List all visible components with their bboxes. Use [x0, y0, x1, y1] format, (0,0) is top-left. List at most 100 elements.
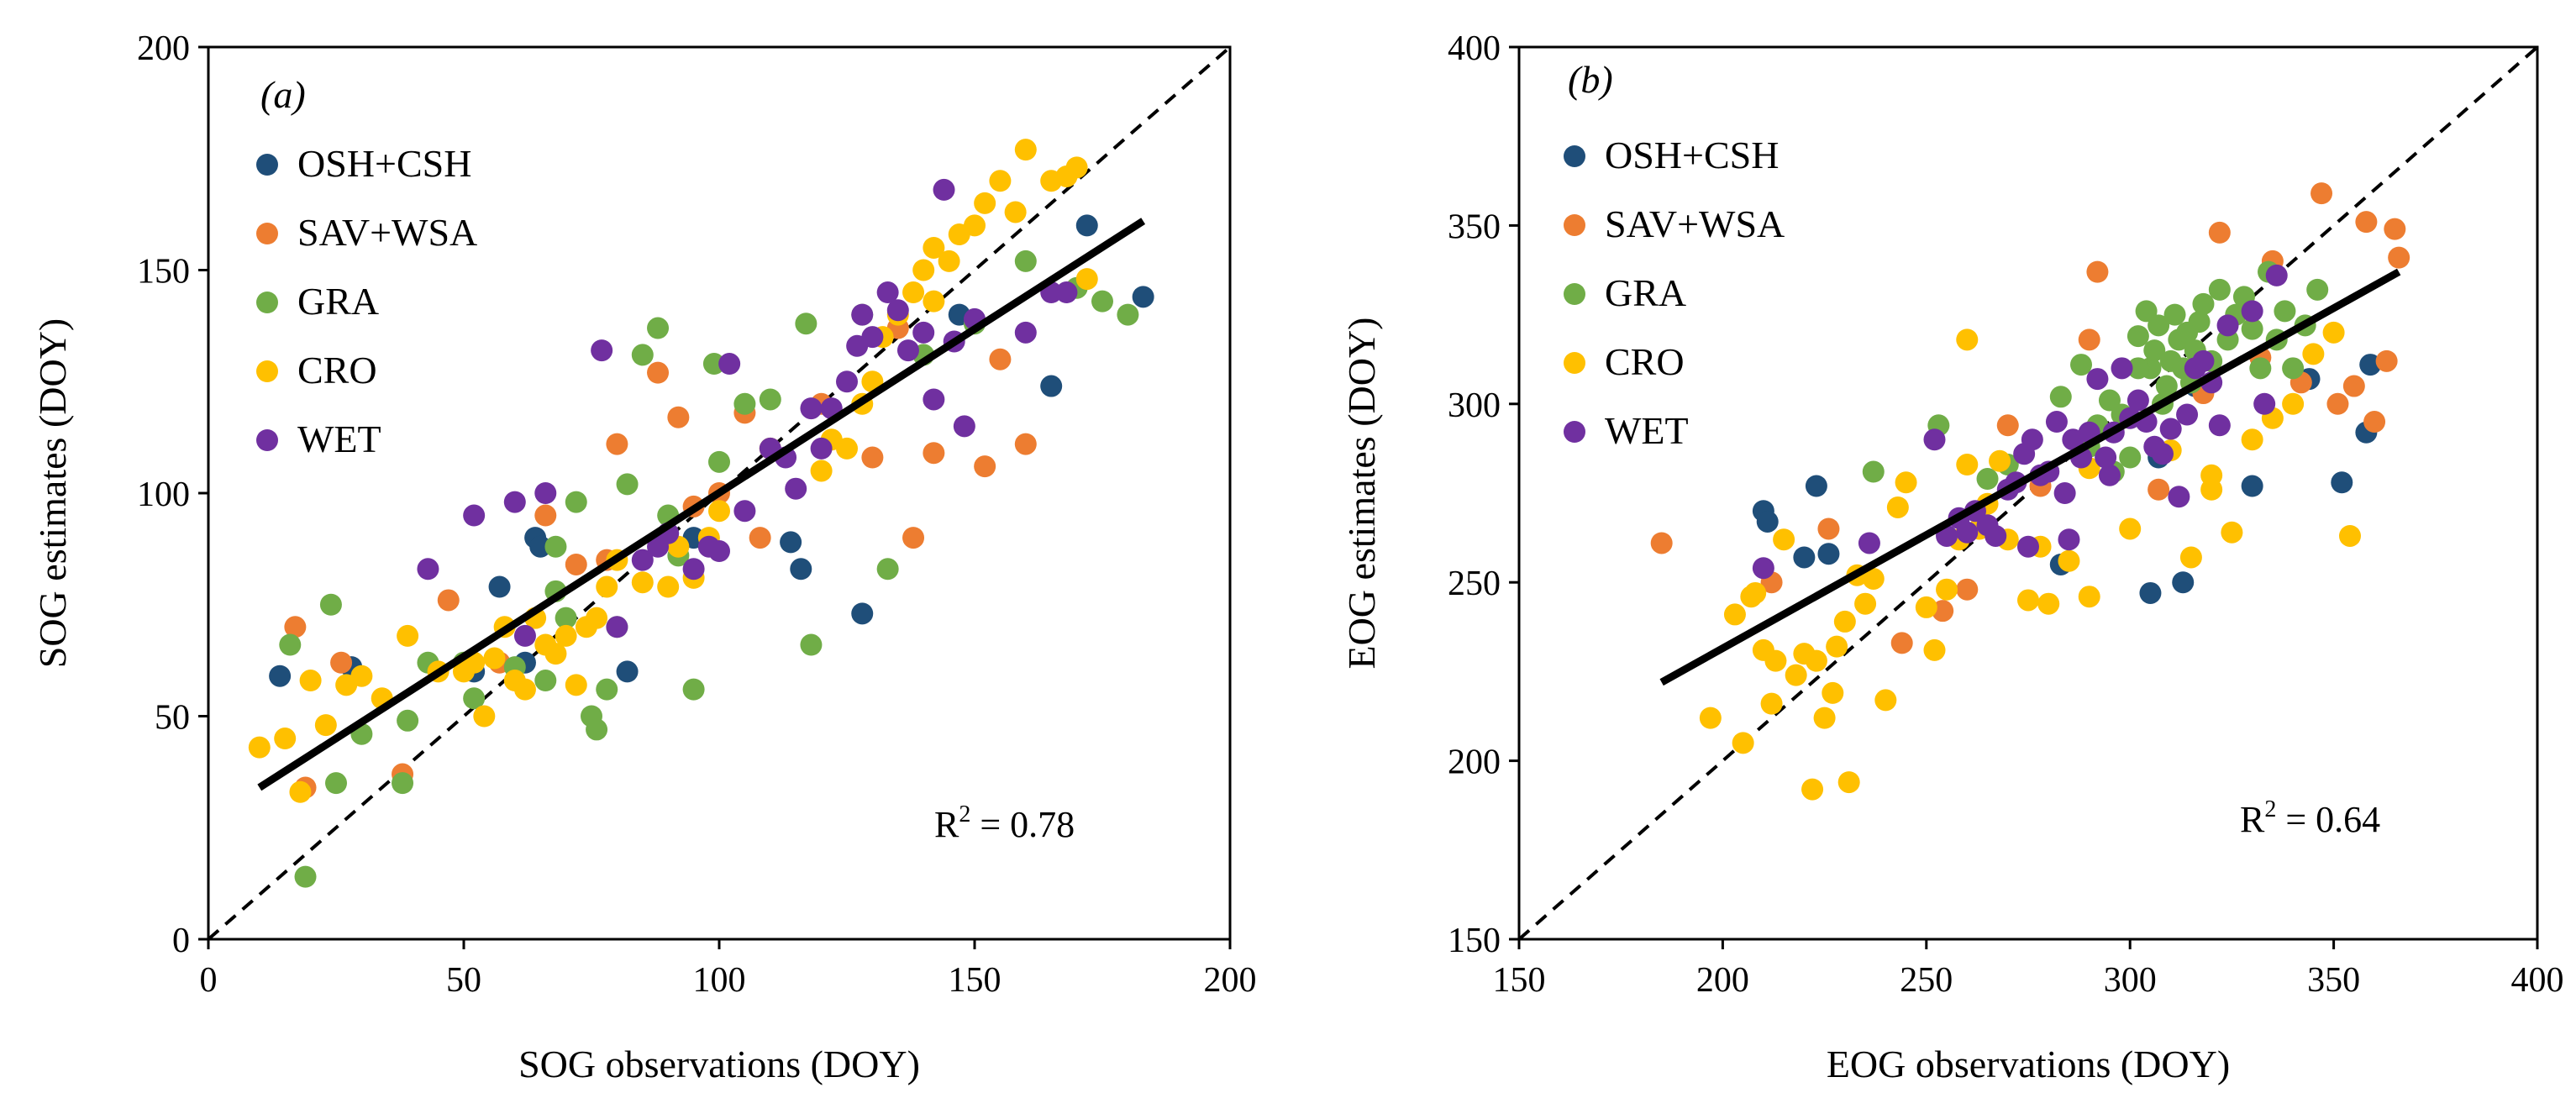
legend-label-osh-csh: OSH+CSH — [297, 142, 471, 185]
legend-label-gra: GRA — [297, 280, 379, 323]
data-point-gra — [544, 535, 567, 558]
data-point-gra — [2098, 389, 2121, 412]
data-point-gra — [2119, 446, 2142, 469]
data-point-gra — [795, 313, 817, 335]
data-point-gra — [631, 344, 654, 366]
data-point-osh-csh — [529, 535, 552, 558]
y-tick-label-b: 350 — [1448, 208, 1501, 246]
data-point-cro — [1837, 771, 1860, 794]
data-point-wet — [718, 353, 741, 376]
data-point-cro — [923, 290, 945, 313]
data-point-cro — [974, 192, 996, 214]
data-point-wet — [503, 491, 526, 513]
data-point-gra — [294, 865, 317, 888]
data-point-cro — [1895, 471, 1917, 494]
data-point-wet — [800, 397, 823, 420]
data-point-wet — [733, 500, 756, 523]
data-point-cro — [1956, 328, 1979, 351]
data-point-wet — [810, 437, 833, 460]
x-tick-label-b: 150 — [1493, 961, 1546, 1000]
data-point-cro — [513, 678, 536, 701]
data-point-cro — [1874, 689, 1897, 712]
data-point-wet — [953, 415, 975, 438]
data-point-cro — [902, 281, 925, 304]
legend-marker-wet — [256, 429, 278, 451]
x-tick-label-a: 100 — [693, 961, 746, 1000]
data-point-osh-csh — [1805, 475, 1827, 497]
legend-label-cro: CRO — [297, 349, 377, 391]
data-point-cro — [1854, 592, 1877, 615]
panel-label-b: (b) — [1568, 58, 1613, 101]
data-point-cro — [657, 575, 680, 598]
data-point-wet — [591, 339, 613, 362]
data-point-cro — [2221, 521, 2243, 544]
data-point-sav-wsa — [2388, 246, 2410, 269]
data-point-cro — [397, 624, 419, 647]
data-point-gra — [702, 353, 725, 376]
data-point-wet — [1014, 321, 1037, 344]
data-point-wet — [682, 558, 705, 581]
data-point-wet — [1858, 532, 1880, 554]
legend-marker-osh-csh — [256, 154, 278, 176]
y-tick-label-a: 100 — [137, 475, 190, 514]
data-point-gra — [2188, 311, 2211, 334]
data-point-cro — [1004, 201, 1027, 223]
data-point-wet — [2176, 403, 2199, 426]
data-point-sav-wsa — [2148, 478, 2170, 501]
data-point-osh-csh — [790, 558, 812, 581]
data-point-cro — [938, 250, 960, 272]
data-point-cro — [2302, 343, 2325, 365]
fit-line-b — [1659, 268, 2401, 686]
data-point-gra — [2282, 357, 2305, 380]
data-point-sav-wsa — [606, 433, 628, 455]
data-point-sav-wsa — [2208, 221, 2231, 244]
x-tick-label-a: 0 — [200, 961, 218, 1000]
data-point-gra — [2127, 357, 2149, 380]
data-point-cro — [2078, 586, 2100, 608]
data-point-sav-wsa — [1014, 433, 1037, 455]
data-point-sav-wsa — [2342, 375, 2365, 397]
data-point-gra — [2274, 300, 2296, 323]
data-point-wet — [417, 558, 439, 581]
data-point-osh-csh — [269, 665, 292, 687]
data-point-cro — [1923, 638, 1946, 661]
data-point-wet — [2111, 357, 2133, 380]
panel-a: 0 50 100 150 200 0 50 100 150 200 OSH+CSH SAV+WSA G… — [31, 29, 1257, 1085]
data-point-sav-wsa — [1956, 578, 1979, 601]
data-point-osh-csh — [851, 602, 874, 625]
y-tick-label-b: 200 — [1448, 743, 1501, 782]
data-point-gra — [319, 593, 342, 616]
data-point-sav-wsa — [923, 442, 945, 465]
data-point-cro — [1989, 449, 2011, 472]
y-tick-label-a: 0 — [172, 922, 190, 960]
data-point-wet — [1752, 557, 1774, 580]
data-point-sav-wsa — [861, 446, 884, 469]
legend-marker-cro — [256, 360, 278, 382]
data-point-wet — [876, 281, 899, 304]
data-point-osh-csh — [2331, 471, 2353, 494]
data-point-gra — [616, 473, 639, 496]
data-point-cro — [2119, 517, 2142, 540]
data-point-osh-csh — [1132, 286, 1154, 308]
data-point-wet — [2062, 428, 2084, 451]
data-point-gra — [463, 687, 486, 710]
data-point-wet — [912, 321, 935, 344]
data-point-cro — [2338, 524, 2361, 547]
data-point-cro — [2200, 478, 2223, 501]
data-point-cro — [1764, 649, 1787, 672]
data-point-osh-csh — [2172, 571, 2195, 594]
data-point-wet — [2168, 486, 2190, 508]
x-tick-label-b: 300 — [2104, 961, 2157, 1000]
data-point-gra — [2249, 357, 2272, 380]
data-point-wet — [2253, 392, 2276, 415]
data-point-sav-wsa — [284, 616, 307, 638]
data-point-gra — [1014, 250, 1037, 272]
data-point-cro — [314, 714, 337, 737]
data-point-gra — [1862, 460, 1885, 483]
data-point-cro — [274, 728, 297, 750]
data-point-gra — [392, 772, 414, 795]
data-point-gra — [279, 633, 302, 656]
data-point-cro — [1805, 649, 1827, 672]
data-point-wet — [785, 477, 807, 500]
